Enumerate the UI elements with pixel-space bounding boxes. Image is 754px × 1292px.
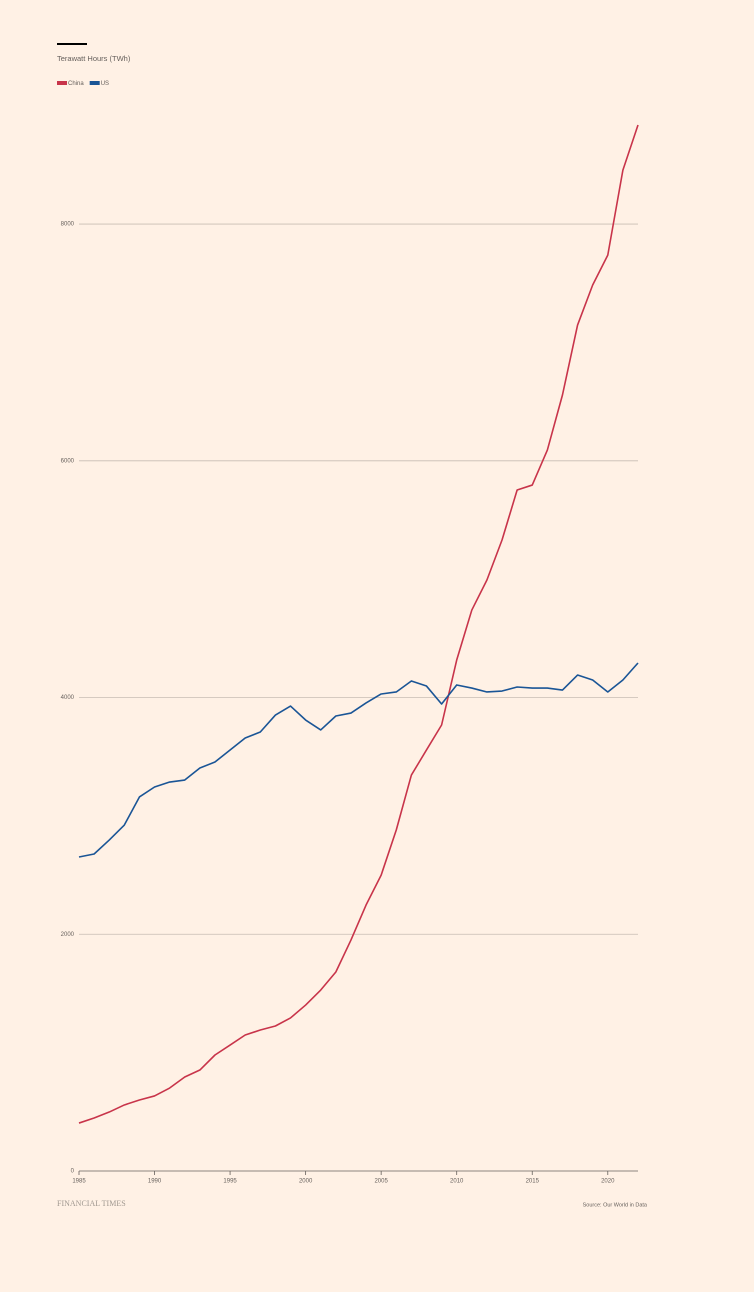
y-tick-label: 6000: [61, 458, 75, 464]
line: [78, 662, 639, 858]
y-tick-label: 8000: [61, 222, 75, 228]
x-tick-label: 1995: [223, 1179, 237, 1185]
y-tick-label: 4000: [61, 695, 75, 701]
x-tick-label: 2000: [299, 1179, 313, 1185]
line: [78, 124, 639, 1124]
x-tick-label: 1990: [148, 1179, 162, 1185]
legend-label: US: [101, 81, 109, 87]
x-tick-label: 2015: [526, 1179, 540, 1185]
x-tick-label: 2020: [601, 1179, 615, 1185]
legend-swatch: [57, 81, 67, 85]
brand: FINANCIAL TIMES: [57, 1199, 126, 1208]
source: Source: Our World in Data: [583, 1202, 648, 1208]
title-bar: [57, 43, 87, 45]
y-tick-label: 0: [71, 1169, 75, 1175]
subtitle: Terawatt Hours (TWh): [57, 54, 131, 63]
x-tick-label: 2005: [374, 1179, 388, 1185]
y-tick-label: 2000: [61, 932, 75, 938]
x-tick-label: 1985: [72, 1179, 86, 1185]
x-tick-label: 2010: [450, 1179, 464, 1185]
legend-swatch: [89, 81, 100, 85]
legend-label: China: [68, 81, 84, 87]
